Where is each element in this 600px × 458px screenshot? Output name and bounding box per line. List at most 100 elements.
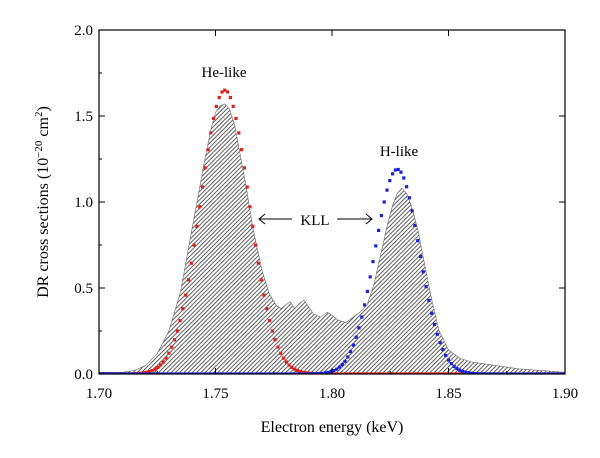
h-like-point	[295, 372, 300, 374]
h-like-point	[472, 371, 476, 374]
h-like-point	[318, 371, 322, 374]
h-like-point	[142, 372, 146, 374]
h-like-point	[491, 372, 495, 374]
h-like-point	[346, 355, 350, 359]
h-like-point	[486, 372, 490, 374]
h-like-point	[133, 372, 137, 374]
he-like-point	[198, 205, 202, 209]
h-like-point	[279, 372, 283, 374]
he-like-point	[234, 116, 238, 120]
he-like-point	[452, 372, 456, 374]
h-like-point	[514, 372, 518, 374]
he-like-point	[427, 372, 431, 374]
h-like-point	[424, 285, 428, 289]
h-like-point	[480, 372, 484, 374]
h-like-point	[117, 372, 121, 374]
y-tick-label: 0.0	[74, 367, 93, 383]
h-like-point	[335, 367, 339, 371]
he-like-point	[382, 372, 386, 374]
he-like-point	[379, 372, 383, 374]
h-like-point	[144, 372, 149, 374]
he-like-point	[287, 363, 291, 367]
he-like-point	[209, 131, 213, 135]
he-like-point	[281, 356, 286, 360]
he-like-point	[368, 372, 372, 374]
h-like-point	[340, 363, 344, 367]
h-like-point	[444, 353, 448, 357]
h-like-point	[304, 372, 308, 374]
he-like-point	[335, 372, 339, 374]
he-like-point	[150, 369, 154, 373]
he-like-point	[175, 329, 179, 333]
h-like-point	[365, 289, 369, 293]
h-like-point	[377, 228, 381, 232]
h-like-point	[262, 372, 266, 374]
h-like-point	[175, 372, 179, 374]
h-like-point	[357, 326, 361, 330]
he-like-point	[363, 372, 367, 374]
h-like-point	[519, 372, 523, 374]
h-like-point	[354, 335, 358, 339]
h-like-point	[206, 372, 210, 374]
h-like-point	[418, 254, 423, 258]
he-like-point	[424, 372, 428, 374]
h-like-point	[251, 372, 255, 374]
h-like-point	[111, 372, 115, 374]
h-like-point	[293, 372, 297, 374]
x-tick-label: 1.70	[86, 386, 112, 402]
h-like-point	[483, 372, 487, 374]
he-like-point	[262, 293, 266, 297]
h-like-point	[416, 239, 420, 243]
x-tick-label: 1.75	[202, 386, 228, 402]
he-like-point	[203, 166, 207, 170]
h-like-point	[511, 372, 515, 374]
h-like-point	[413, 223, 417, 227]
y-tick-label: 2.0	[74, 23, 93, 39]
h-like-point	[203, 372, 207, 374]
h-like-point	[463, 370, 467, 374]
he-like-point	[161, 360, 165, 364]
he-like-point	[276, 345, 280, 349]
he-like-point	[206, 148, 210, 152]
he-like-point	[402, 372, 406, 374]
h-like-point	[332, 369, 336, 373]
h-like-point	[502, 372, 506, 374]
x-tick-label: 1.90	[552, 386, 578, 402]
he-like-point	[158, 363, 163, 367]
h-like-point	[114, 372, 118, 374]
he-like-point	[340, 372, 344, 374]
he-like-point	[438, 372, 442, 374]
h-like-point	[449, 362, 453, 366]
h-like-point	[530, 372, 534, 374]
he-like-point	[430, 372, 434, 374]
h-like-point	[469, 371, 473, 374]
he-like-point	[254, 243, 258, 247]
h-like-point	[276, 372, 280, 374]
h-like-point	[547, 372, 551, 374]
h-like-point	[200, 372, 205, 374]
he-like-point	[293, 367, 297, 371]
h-like-point	[363, 303, 367, 307]
x-tick-label: 1.80	[319, 386, 345, 402]
he-like-point	[371, 372, 375, 374]
h-like-point	[500, 372, 504, 374]
he-like-point	[407, 372, 411, 374]
he-like-point	[251, 224, 255, 228]
h-like-point	[488, 372, 492, 374]
h-like-point	[421, 270, 425, 274]
h-like-point	[298, 372, 302, 374]
h-like-point	[237, 372, 241, 374]
he-like-point	[441, 372, 445, 374]
h-like-point	[150, 372, 154, 374]
h-like-point	[214, 372, 218, 374]
h-like-point	[153, 372, 157, 374]
he-like-point	[172, 338, 177, 342]
h-like-point	[522, 372, 526, 374]
kll-right-arrow	[337, 213, 373, 225]
h-like-point	[402, 176, 406, 180]
h-like-point	[309, 372, 314, 374]
he-like-point	[164, 356, 168, 360]
he-like-point	[460, 372, 465, 374]
y-tick-label: 1.5	[74, 109, 93, 125]
h-like-point	[284, 372, 288, 374]
